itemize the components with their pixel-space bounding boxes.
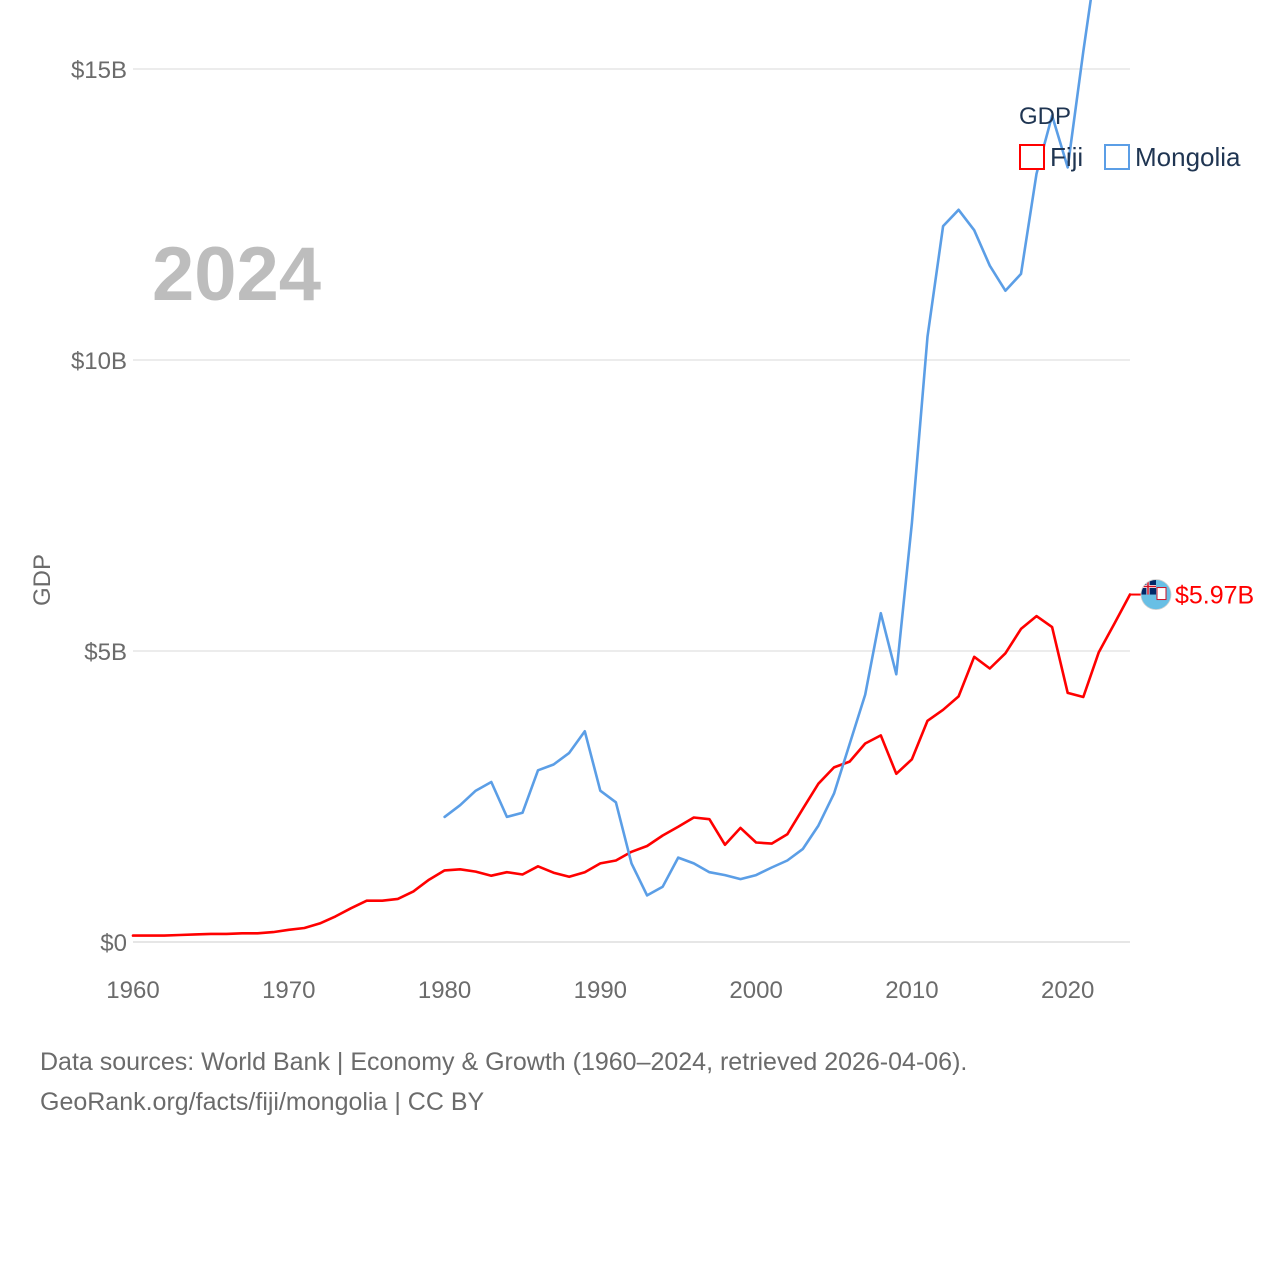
source-line-2: GeoRank.org/facts/fiji/mongolia | CC BY [40, 1088, 485, 1116]
x-tick-label: 1990 [574, 977, 627, 1004]
legend-swatch-fiji [1019, 144, 1045, 170]
legend: GDP Fiji Mongolia [1019, 103, 1241, 172]
y-tick-label: $10B [71, 348, 127, 375]
y-tick-label: $0 [100, 930, 127, 957]
y-axis-ticks: $0$5B$10B$15B$20B [71, 57, 127, 957]
series-lines [131, 0, 1132, 937]
legend-item-mongolia[interactable]: Mongolia [1104, 142, 1241, 172]
legend-label-fiji: Fiji [1050, 142, 1083, 172]
x-axis-ticks: 1960 1970 1980 1990 2000 2010 2020 [106, 977, 1094, 1004]
fiji-line [131, 593, 1132, 937]
mongolia-line [443, 0, 1093, 897]
year-watermark: 2024 [152, 232, 321, 317]
y-tick-label: $5B [84, 639, 127, 666]
x-tick-label: 1980 [418, 977, 471, 1004]
y-tick-label: $15B [71, 57, 127, 84]
legend-swatch-mongolia [1104, 144, 1130, 170]
legend-title: GDP [1019, 103, 1071, 130]
x-tick-label: 2010 [885, 977, 938, 1004]
source-line-1: Data sources: World Bank | Economy & Gro… [40, 1048, 968, 1076]
x-tick-label: 1960 [106, 977, 159, 1004]
legend-item-fiji[interactable]: Fiji [1019, 142, 1083, 172]
series-end-markers: $5.97B$23.8B [1130, 579, 1254, 610]
fiji-flag-icon [1140, 579, 1172, 610]
source-note: Data sources: World Bank | Economy & Gro… [40, 1042, 967, 1122]
fiji-end-value-label: $5.97B [1175, 582, 1254, 610]
y-axis-title: GDP [29, 554, 56, 606]
legend-items: Fiji Mongolia [1019, 142, 1241, 172]
x-tick-label: 1970 [262, 977, 315, 1004]
legend-label-mongolia: Mongolia [1135, 142, 1241, 172]
x-tick-label: 2020 [1041, 977, 1094, 1004]
grid-lines [133, 68, 1130, 943]
x-tick-label: 2000 [729, 977, 782, 1004]
